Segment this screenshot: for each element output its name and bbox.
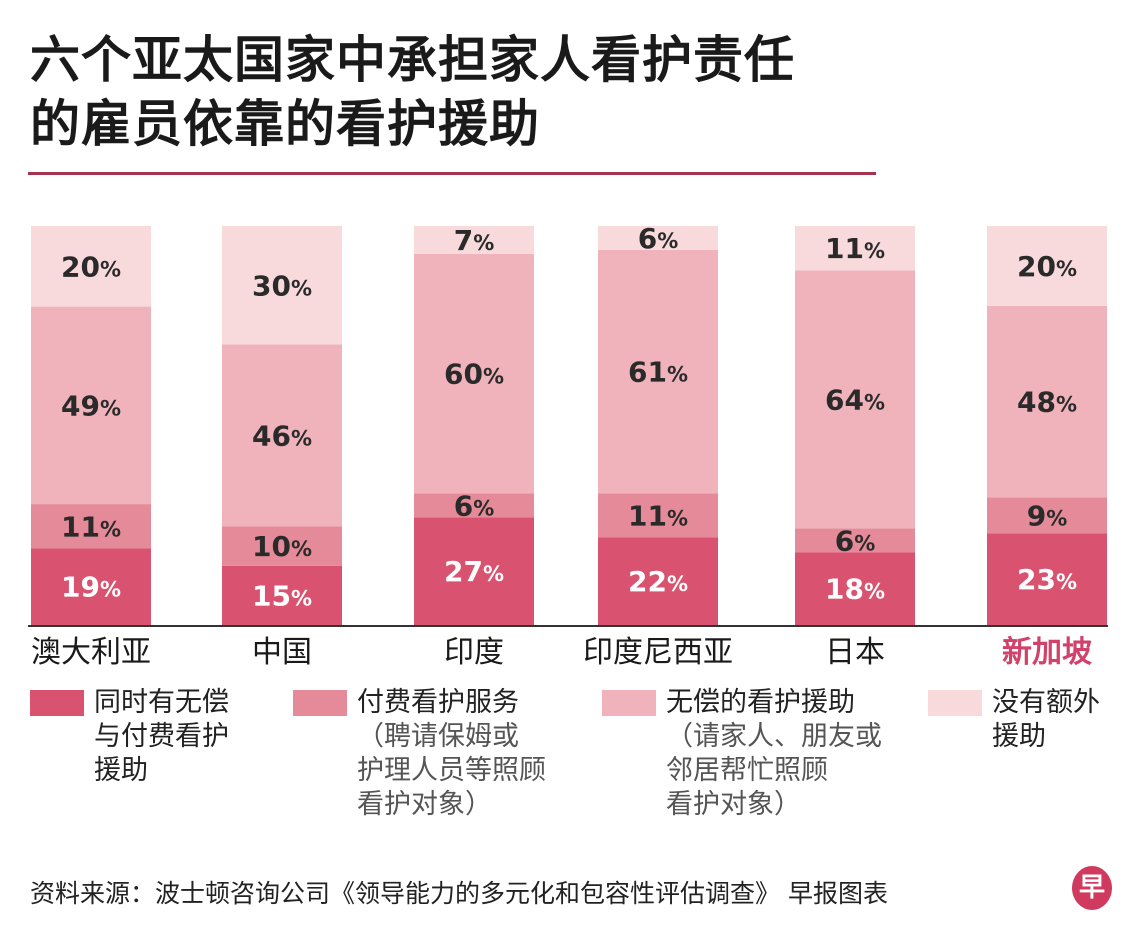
bar-segment — [987, 533, 1107, 625]
bar-segment — [222, 226, 342, 345]
data-label: 22% — [628, 565, 688, 598]
data-label: 18% — [825, 573, 885, 606]
bar-segment — [987, 305, 1107, 498]
legend-sub: 邻居帮忙照顾 — [666, 755, 828, 786]
bar-segment — [598, 249, 718, 494]
data-label: 9% — [1027, 499, 1068, 532]
category-label: 中国 — [252, 635, 312, 670]
legend-label: 同时有无偿 与付费看护 援助 — [94, 686, 229, 788]
legend-label: 付费看护服务 （聘请保姆或 护理人员等照顾 看护对象） — [357, 686, 546, 822]
data-label: 30% — [252, 269, 312, 302]
data-label: 11% — [61, 510, 121, 543]
data-label: 6% — [454, 489, 495, 522]
bar-segment — [31, 504, 151, 549]
chart-title-line-2: 的雇员依靠的看护援助 — [30, 95, 540, 153]
legend-line: 同时有无偿 — [94, 687, 229, 718]
data-label: 10% — [252, 530, 312, 563]
bar-segment — [598, 226, 718, 250]
source-note: 资料来源：波士顿咨询公司《领导能力的多元化和包容性评估调查》 早报图表 — [30, 879, 888, 908]
legend-swatch — [602, 690, 656, 716]
bar-segment — [31, 548, 151, 625]
data-label: 19% — [61, 571, 121, 604]
chart-title: 六个亚太国家中承担家人看护责任 的雇员依靠的看护援助 — [30, 28, 795, 156]
data-label: 15% — [252, 579, 312, 612]
bar-segment — [598, 493, 718, 538]
category-label: 澳大利亚 — [31, 635, 151, 670]
title-divider — [28, 172, 876, 175]
data-label: 6% — [835, 524, 876, 557]
category-label: 新加坡 — [1002, 635, 1092, 670]
bar-segment — [31, 226, 151, 307]
legend-label: 无偿的看护援助 （请家人、朋友或 邻居帮忙照顾 看护对象） — [666, 686, 882, 822]
legend-line: 没有额外 — [992, 687, 1100, 718]
data-label: 6% — [638, 222, 679, 255]
bar-segment — [222, 565, 342, 625]
legend-swatch — [30, 690, 84, 716]
legend-sub: 看护对象） — [357, 789, 492, 820]
bar-segment — [414, 253, 534, 494]
data-label: 11% — [825, 232, 885, 265]
legend-swatch — [928, 690, 982, 716]
category-label: 日本 — [825, 635, 885, 670]
data-label: 60% — [444, 358, 504, 391]
bar-segment — [795, 552, 915, 625]
legend-sub: 护理人员等照顾 — [357, 755, 546, 786]
bar-segment — [598, 537, 718, 625]
data-label: 61% — [628, 356, 688, 389]
chart-title-line-1: 六个亚太国家中承担家人看护责任 — [30, 31, 795, 89]
bar-segment — [222, 344, 342, 527]
legend-sub: 看护对象） — [666, 789, 801, 820]
data-label: 23% — [1017, 563, 1077, 596]
data-label: 64% — [825, 383, 885, 416]
data-label: 20% — [1017, 250, 1077, 283]
data-label: 7% — [454, 224, 495, 257]
legend-line: 援助 — [94, 755, 148, 786]
zaobao-logo-icon: 早 — [1072, 866, 1112, 910]
legend-line: 与付费看护 — [94, 721, 229, 752]
stacked-bar-chart: 19% 11% 49% 20% 澳大利亚 15% 10% 46% 30% 中国 27% 6% 60% 7%… — [28, 222, 1108, 670]
bar-segment — [795, 528, 915, 553]
legend-sub: （请家人、朋友或 — [666, 721, 882, 752]
bar-segment — [987, 226, 1107, 306]
data-label: 11% — [628, 499, 688, 532]
legend-swatch — [293, 690, 347, 716]
bar-segment — [414, 517, 534, 625]
data-label: 20% — [61, 250, 121, 283]
legend-line: 付费看护服务 — [357, 687, 519, 718]
category-label: 印度尼西亚 — [583, 635, 733, 670]
bar-segment — [414, 493, 534, 518]
legend-label: 没有额外 援助 — [992, 686, 1100, 754]
bar-segment — [31, 306, 151, 505]
bar-segment — [987, 497, 1107, 534]
bar-segment — [795, 270, 915, 529]
data-label: 27% — [444, 555, 504, 588]
legend-sub: （聘请保姆或 — [357, 721, 519, 752]
data-label: 49% — [61, 389, 121, 422]
bar-segment — [414, 226, 534, 254]
category-label: 印度 — [444, 635, 504, 670]
bar-segment — [222, 526, 342, 566]
legend-line: 无偿的看护援助 — [666, 687, 855, 718]
legend-line: 援助 — [992, 721, 1046, 752]
data-label: 46% — [252, 419, 312, 452]
data-label: 48% — [1017, 386, 1077, 419]
bar-segment — [795, 226, 915, 271]
